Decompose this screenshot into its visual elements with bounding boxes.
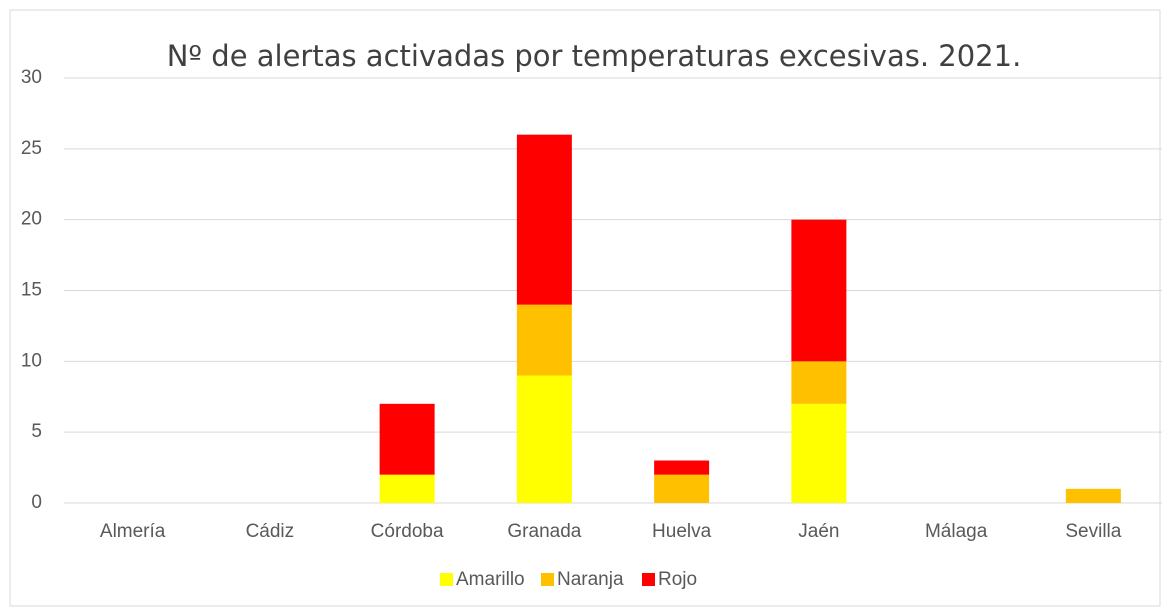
legend-swatch [541,573,554,586]
x-tick-label: Almería [100,521,166,542]
legend-label: Rojo [658,569,697,590]
x-tick-label: Málaga [925,521,988,542]
y-tick-label: 30 [21,67,42,88]
legend-swatch [642,573,655,586]
y-tick-label: 20 [21,209,42,230]
x-tick-label: Jaén [798,521,839,542]
bar-segment [791,219,847,362]
chart-frame [9,9,1161,607]
bar-segment [654,474,710,503]
legend-label: Naranja [557,569,624,590]
x-tick-label: Granada [507,521,581,542]
bar-segment [791,403,847,503]
legend-swatch [440,573,453,586]
x-tick-label: Córdoba [371,521,444,542]
bar-segment [379,403,435,475]
bar-segment [516,375,572,503]
bar-segment [379,474,435,503]
legend-label: Amarillo [456,569,525,590]
bar-segment [654,460,710,475]
bar-segment [516,134,572,305]
bar-segment [516,304,572,376]
x-tick-label: Sevilla [1065,521,1121,542]
y-tick-label: 15 [21,280,42,301]
y-tick-label: 0 [31,492,42,513]
x-tick-label: Huelva [652,521,712,542]
x-tick-label: Cádiz [246,521,295,542]
y-tick-label: 10 [21,350,42,371]
bar-segment [1065,488,1121,503]
bar-segment [791,361,847,404]
y-tick-label: 5 [31,421,42,442]
y-tick-label: 25 [21,138,42,159]
chart-title: Nº de alertas activadas por temperaturas… [167,39,1022,73]
